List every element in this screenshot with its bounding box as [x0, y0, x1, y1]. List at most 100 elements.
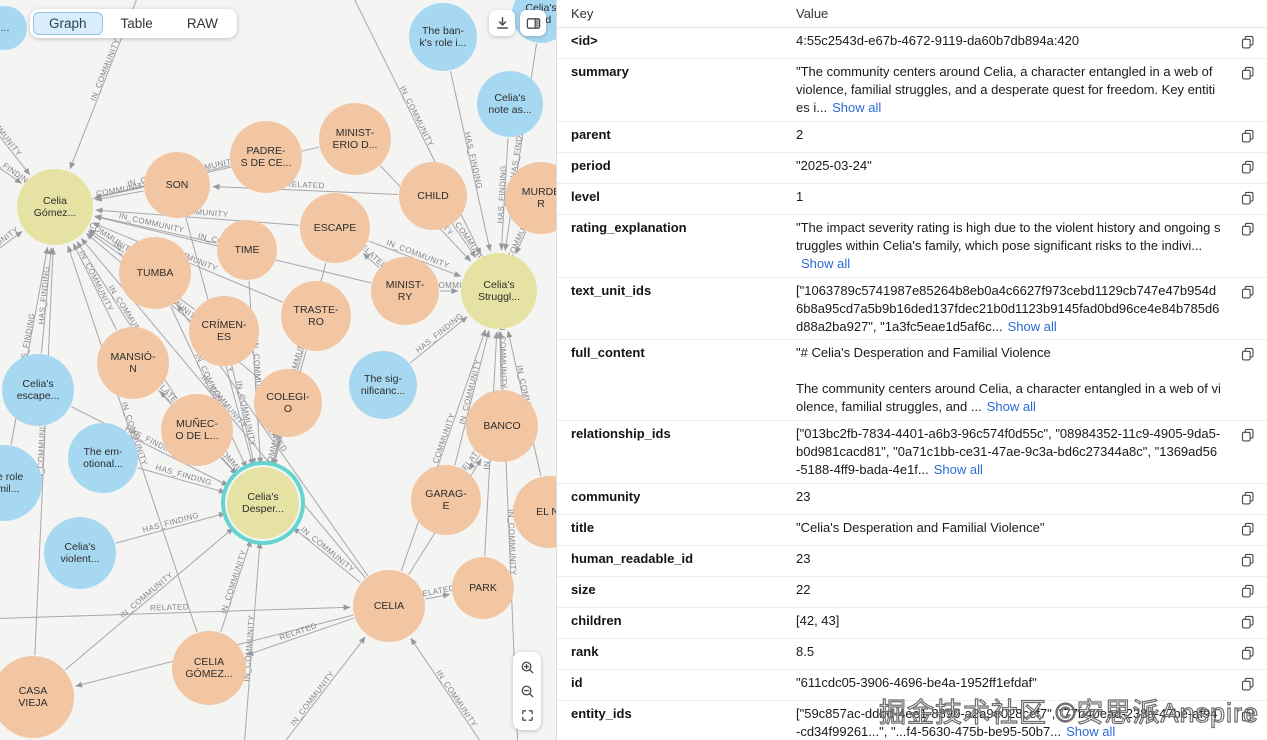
node-celias-note[interactable]: Celia's note as... — [477, 71, 543, 137]
graph-edge — [0, 135, 31, 176]
node-label: Celia's — [494, 91, 526, 104]
property-key: text_unit_ids — [571, 282, 652, 298]
node-child[interactable]: CHILD — [399, 162, 467, 230]
property-value: "611cdc05-3906-4696-be4a-1952ff1efdaf" — [796, 675, 1037, 691]
copy-value-button[interactable] — [1239, 426, 1257, 447]
edge-label: IN_COMMUNITY — [434, 668, 479, 728]
edge-label: IN_COMMUNITY — [498, 322, 509, 389]
node-colegio[interactable]: COLEGI- O — [254, 369, 322, 437]
node-emotional[interactable]: The em-otional... — [68, 423, 138, 493]
toggle-details-panel-button[interactable] — [520, 10, 546, 36]
download-button[interactable] — [489, 10, 515, 36]
copy-value-button[interactable] — [1239, 189, 1257, 210]
node-celias-struggle[interactable]: Celia's Struggl... — [461, 253, 537, 329]
node-label: O — [283, 403, 293, 415]
show-all-link[interactable]: Show all — [1007, 318, 1057, 334]
copy-icon — [1241, 678, 1254, 691]
property-value: 22 — [796, 582, 811, 598]
show-all-link[interactable]: Show all — [986, 399, 1036, 415]
copy-value-button[interactable] — [1239, 127, 1257, 148]
property-row: community 23 — [557, 484, 1267, 516]
copy-value-button[interactable] — [1239, 582, 1257, 603]
node-label: MUÑEC- — [176, 417, 218, 430]
copy-value-button[interactable] — [1239, 220, 1257, 241]
property-key: period — [571, 157, 611, 173]
graph-edge — [220, 539, 252, 633]
property-key: human_readable_id — [571, 551, 694, 567]
node-label: BANCO — [483, 419, 521, 432]
graph-edge — [246, 617, 355, 656]
node-label: ... — [0, 21, 10, 34]
node-label: VIEJA — [18, 697, 48, 709]
copy-value-button[interactable] — [1239, 489, 1257, 510]
graph-edge — [70, 406, 229, 486]
node-escape[interactable]: ESCAPE — [300, 193, 370, 263]
property-row: rating_explanation "The impact severity r… — [557, 215, 1267, 278]
node-banks-role[interactable]: The ban-k's role i... — [409, 3, 477, 71]
tab-graph[interactable]: Graph — [33, 12, 103, 35]
copy-icon — [1241, 66, 1254, 80]
zoom-out-button[interactable] — [515, 679, 539, 703]
show-all-link[interactable]: Show all — [832, 99, 882, 115]
node-banco[interactable]: BANCO — [466, 390, 538, 462]
node-celias-violent[interactable]: Celia's violent... — [44, 517, 116, 589]
node-ministerio[interactable]: MINIST- ERIO D... — [319, 103, 391, 175]
copy-value-button[interactable] — [1239, 551, 1257, 572]
fit-view-button[interactable] — [515, 703, 539, 727]
node-tumba[interactable]: TUMBA — [119, 237, 191, 309]
show-all-link[interactable]: Show all — [933, 462, 983, 478]
tab-table[interactable]: Table — [105, 12, 169, 35]
property-row: id "611cdc05-3906-4696-be4a-1952ff1efdaf" — [557, 670, 1267, 702]
node-significance[interactable]: The sig-nificanc... — [349, 351, 417, 419]
node-celia[interactable]: CELIA — [353, 570, 425, 642]
graph-edge — [231, 365, 256, 466]
node-celias-desperation[interactable]: Celia's Desper... — [227, 467, 299, 539]
key-column-header: Key — [571, 6, 594, 21]
zoom-in-button[interactable] — [515, 655, 539, 679]
node-time[interactable]: TIME — [217, 220, 277, 280]
node-murder[interactable]: MURDER — [505, 162, 556, 234]
node-mansion[interactable]: MANSIÓ- N — [97, 327, 169, 399]
node-padres-de-ce[interactable]: PADRE- S DE CE... — [230, 121, 302, 193]
zoom-in-icon — [521, 661, 533, 673]
node-crimenes[interactable]: CRÍMEN- ES — [189, 296, 259, 366]
node-label: The ban- — [421, 24, 465, 37]
copy-value-button[interactable] — [1239, 158, 1257, 179]
edge-label: HAS_FINDING — [496, 165, 508, 224]
copy-value-button[interactable] — [1239, 675, 1257, 696]
node-celia-gomez-community[interactable]: Celia Gómez... — [17, 169, 93, 245]
property-value: 23 — [796, 489, 811, 505]
copy-value-button[interactable] — [1239, 345, 1257, 366]
show-all-link[interactable]: Show all — [801, 255, 851, 271]
node-son[interactable]: SON — [144, 152, 210, 218]
graph-canvas[interactable]: IN_COMMUNITY IN_COMMUNITY IN_COMMUNITY IN_C… — [0, 0, 556, 740]
node-muneco[interactable]: MUÑEC- O DE L... — [161, 394, 233, 466]
node-label: EL NI — [536, 505, 556, 518]
node-trastero[interactable]: TRASTE- RO — [281, 281, 351, 351]
copy-value-button[interactable] — [1239, 64, 1257, 85]
copy-value-button[interactable] — [1239, 520, 1257, 541]
node-label: Celia's — [64, 540, 96, 553]
edge-label: HAS_FINDING — [463, 131, 484, 190]
node-park[interactable]: PARK — [452, 557, 514, 619]
copy-value-button[interactable] — [1239, 283, 1257, 304]
copy-value-button[interactable] — [1239, 644, 1257, 665]
node-label: GÓMEZ... — [185, 668, 233, 680]
node-label: TIME — [234, 243, 260, 256]
tab-raw[interactable]: RAW — [171, 12, 234, 35]
node-garage[interactable]: GARAG- E — [411, 465, 481, 535]
property-key: rating_explanation — [571, 219, 687, 235]
node-casa-vieja[interactable]: CASA VIEJA — [0, 656, 74, 738]
property-row: level 1 — [557, 184, 1267, 215]
copy-value-button[interactable] — [1239, 706, 1257, 727]
node-celia-gomez-entity[interactable]: CELIA GÓMEZ... — [172, 631, 246, 705]
copy-value-button[interactable] — [1239, 33, 1257, 54]
graph-edge — [454, 330, 491, 466]
copy-icon — [1241, 348, 1254, 361]
show-all-link[interactable]: Show all — [1066, 724, 1116, 740]
property-row: children [42, 43] — [557, 608, 1267, 640]
property-key: relationship_ids — [571, 426, 671, 442]
node-ministry[interactable]: MINIST- RY — [371, 257, 439, 325]
copy-value-button[interactable] — [1239, 613, 1257, 634]
node-celias-escape[interactable]: Celia's escape... — [2, 354, 74, 426]
